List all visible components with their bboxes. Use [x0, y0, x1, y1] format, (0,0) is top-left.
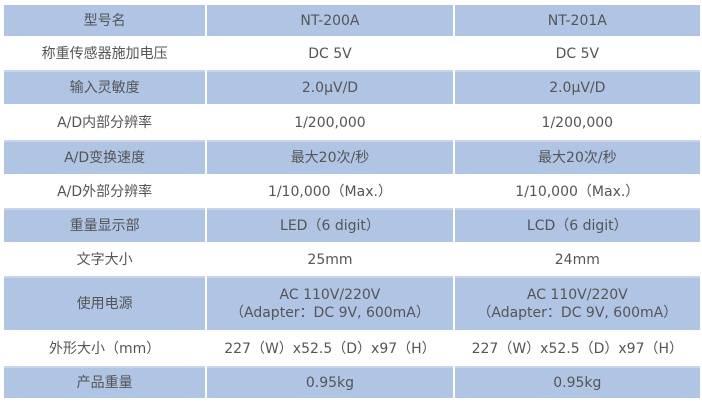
cell-value: 0.95kg	[454, 368, 700, 400]
cell-value: LCD（6 digit）	[454, 210, 700, 244]
cell-text: LCD（6 digit）	[526, 218, 628, 234]
cell-text: 24mm	[554, 252, 600, 268]
cell-text: DC 5V	[308, 46, 352, 62]
cell-value: AC 110V/220V （Adapter：DC 9V, 600mA）	[454, 278, 700, 332]
cell-value: 1/10,000（Max.）	[454, 176, 700, 210]
cell-value: 25mm	[207, 244, 453, 278]
cell-value: NT-200A	[207, 5, 453, 38]
cell-text: A/D外部分辨率	[57, 184, 153, 200]
table-row: 重量显示部 LED（6 digit） LCD（6 digit）	[4, 210, 700, 244]
cell-text: 输入灵敏度	[69, 80, 140, 96]
cell-text: 0.95kg	[553, 375, 602, 391]
cell-value: 2.0μV/D	[207, 72, 453, 106]
cell-value: LED（6 digit）	[207, 210, 453, 244]
cell-value: AC 110V/220V （Adapter：DC 9V, 600mA）	[207, 278, 453, 332]
cell-text: A/D内部分辨率	[57, 115, 153, 131]
row-label: 文字大小	[4, 244, 206, 278]
cell-text: 称重传感器施加电压	[41, 46, 168, 62]
cell-text: 2.0μV/D	[549, 80, 606, 96]
cell-text: 227（W）x52.5（D）x97（H）	[471, 341, 684, 357]
cell-text: 最大20次/秒	[290, 150, 370, 166]
row-label: 外形大小（mm）	[4, 332, 206, 368]
cell-text: 1/200,000	[294, 115, 366, 131]
cell-value: 0.95kg	[207, 368, 453, 400]
cell-text: AC 110V/220V	[526, 287, 628, 303]
table-row: 使用电源 AC 110V/220V （Adapter：DC 9V, 600mA） AC…	[4, 278, 700, 332]
cell-text: 1/10,000（Max.）	[267, 184, 392, 200]
cell-text: NT-201A	[547, 12, 607, 29]
cell-text: 文字大小	[76, 252, 133, 268]
cell-text: 产品重量	[76, 375, 133, 391]
cell-value: DC 5V	[454, 38, 700, 72]
row-label: A/D变换速度	[4, 142, 206, 176]
row-label: A/D外部分辨率	[4, 176, 206, 210]
cell-text: LED（6 digit）	[280, 218, 380, 234]
table-row: 文字大小 25mm 24mm	[4, 244, 700, 278]
cell-text: 重量显示部	[69, 218, 140, 234]
cell-value: DC 5V	[207, 38, 453, 72]
cell-text: 227（W）x52.5（D）x97（H）	[224, 341, 436, 357]
cell-text: AC 110V/220V	[279, 287, 381, 303]
cell-text: A/D变换速度	[64, 150, 146, 166]
cell-value: 227（W）x52.5（D）x97（H）	[207, 332, 453, 368]
cell-text: 1/200,000	[541, 115, 614, 131]
table-row: A/D内部分辨率 1/200,000 1/200,000	[4, 106, 700, 142]
cell-text: DC 5V	[555, 46, 600, 62]
row-label: 产品重量	[4, 368, 206, 400]
row-label: 使用电源	[4, 278, 206, 332]
cell-value: 1/200,000	[207, 106, 453, 142]
cell-value: 1/10,000（Max.）	[207, 176, 453, 210]
cell-text: 1/10,000（Max.）	[515, 184, 640, 200]
row-label: 输入灵敏度	[4, 72, 206, 106]
table-row: A/D外部分辨率 1/10,000（Max.） 1/10,000（Max.）	[4, 176, 700, 210]
cell-text: 最大20次/秒	[538, 150, 617, 166]
cell-value: 2.0μV/D	[454, 72, 700, 106]
cell-value: 最大20次/秒	[454, 142, 700, 176]
cell-value: 227（W）x52.5（D）x97（H）	[454, 332, 700, 368]
cell-text: 0.95kg	[305, 375, 355, 391]
row-label: 型号名	[4, 5, 206, 38]
row-label: A/D内部分辨率	[4, 106, 206, 142]
cell-text: 2.0μV/D	[301, 80, 359, 96]
spec-table: 型号名 NT-200A NT-201A 称重传感器施加电压 DC 5V DC 5V 输入灵敏…	[2, 5, 702, 400]
cell-value: NT-201A	[454, 5, 700, 38]
table-row: 外形大小（mm） 227（W）x52.5（D）x97（H） 227（W）x52.5（…	[4, 332, 700, 368]
table-row: A/D变换速度 最大20次/秒 最大20次/秒	[4, 142, 700, 176]
table-row: 称重传感器施加电压 DC 5V DC 5V	[4, 38, 700, 72]
cell-value: 1/200,000	[454, 106, 700, 142]
cell-text: （Adapter：DC 9V, 600mA）	[477, 305, 678, 321]
header-row: 型号名 NT-200A NT-201A	[4, 5, 700, 38]
cell-text: 使用电源	[76, 296, 133, 312]
cell-text: 25mm	[307, 252, 353, 268]
cell-text: （Adapter：DC 9V, 600mA）	[230, 305, 430, 321]
row-label: 称重传感器施加电压	[4, 38, 206, 72]
row-label: 重量显示部	[4, 210, 206, 244]
cell-text: 型号名	[83, 12, 126, 29]
cell-text: 外形大小（mm）	[49, 341, 161, 357]
cell-value: 24mm	[454, 244, 700, 278]
cell-text: NT-200A	[300, 12, 360, 29]
cell-value: 最大20次/秒	[207, 142, 453, 176]
table-row: 输入灵敏度 2.0μV/D 2.0μV/D	[4, 72, 700, 106]
table-row: 产品重量 0.95kg 0.95kg	[4, 368, 700, 400]
